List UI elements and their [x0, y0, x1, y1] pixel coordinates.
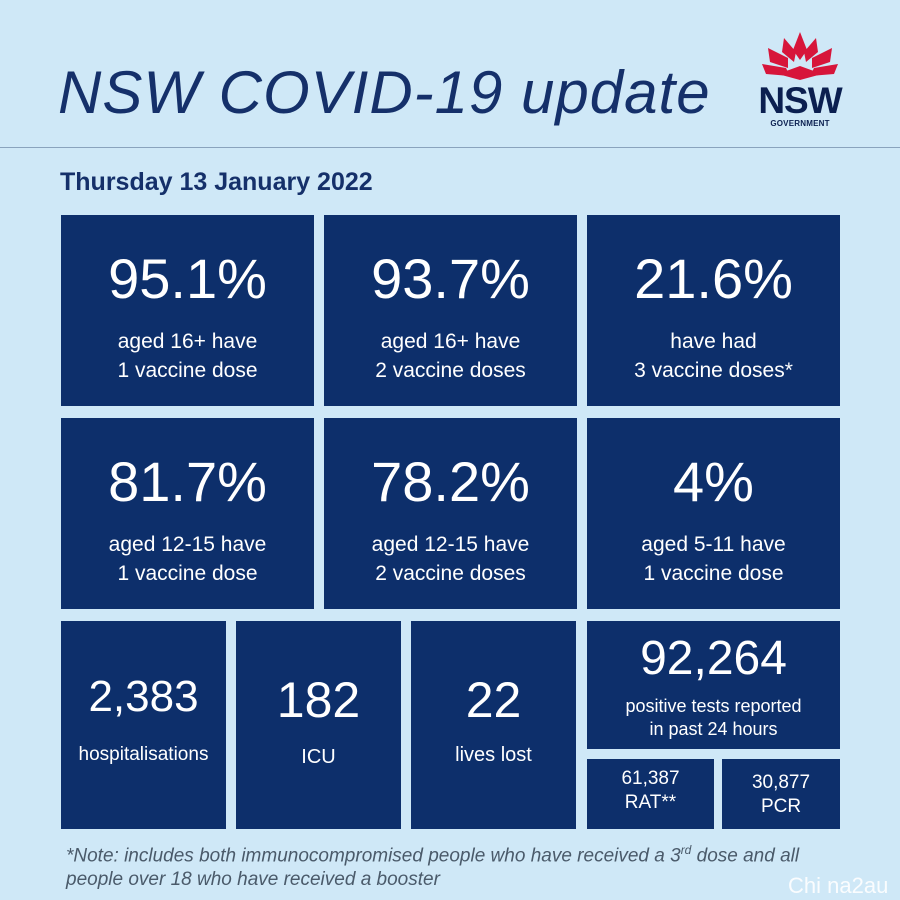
- stat-value: 4%: [673, 450, 754, 513]
- pcr-tests-tile: 30,877 PCR: [722, 759, 840, 829]
- stat-description: aged 5-11 have 1 vaccine dose: [641, 533, 786, 585]
- stat-description: aged 12-15 have 1 vaccine dose: [108, 533, 267, 585]
- stat-description: 61,387 RAT**: [621, 768, 680, 813]
- header-divider: [0, 147, 900, 148]
- vaccine-tile-16-dose1: 95.1% aged 16+ have 1 vaccine dose: [61, 215, 314, 406]
- stat-value: 2,383: [88, 672, 199, 721]
- stat-description: positive tests reported in past 24 hours: [625, 696, 802, 739]
- stat-label: ICU: [301, 746, 336, 768]
- vaccine-tile-12-15-dose1: 81.7% aged 12-15 have 1 vaccine dose: [61, 418, 314, 609]
- stat-value: 81.7%: [108, 450, 267, 513]
- stat-description: have had 3 vaccine doses*: [634, 330, 793, 382]
- nsw-government-logo: NSW GOVERNMENT: [758, 30, 848, 128]
- stat-value: 182: [276, 672, 361, 728]
- stat-value: 21.6%: [634, 247, 793, 310]
- footnote: *Note: includes both immunocompromised p…: [66, 843, 800, 891]
- stat-value: 78.2%: [371, 450, 530, 513]
- positive-tests-tile: 92,264 positive tests reported in past 2…: [587, 621, 840, 749]
- vaccine-tile-5-11-dose1: 4% aged 5-11 have 1 vaccine dose: [587, 418, 840, 609]
- stat-value: 93.7%: [371, 247, 530, 310]
- stat-value: 22: [465, 672, 522, 728]
- hospitalisations-tile: 2,383 hospitalisations: [61, 621, 226, 829]
- page-title: NSW COVID-19 update: [58, 59, 711, 126]
- report-date: Thursday 13 January 2022: [60, 168, 373, 196]
- stat-description: aged 16+ have 2 vaccine doses: [375, 330, 526, 382]
- logo-wordmark: NSW: [758, 80, 842, 121]
- vaccine-tile-12-15-dose2: 78.2% aged 12-15 have 2 vaccine doses: [324, 418, 577, 609]
- stat-value: 92,264: [640, 632, 787, 685]
- stat-label: hospitalisations: [78, 744, 209, 765]
- vaccine-tile-16-dose2: 93.7% aged 16+ have 2 vaccine doses: [324, 215, 577, 406]
- logo-subtitle: GOVERNMENT: [770, 119, 830, 128]
- stat-value: 95.1%: [108, 247, 267, 310]
- lives-lost-tile: 22 lives lost: [411, 621, 576, 829]
- watermark: Chi na2au: [788, 873, 889, 898]
- rat-tests-tile: 61,387 RAT**: [587, 759, 714, 829]
- stat-label: lives lost: [455, 744, 532, 766]
- vaccine-tile-dose3: 21.6% have had 3 vaccine doses*: [587, 215, 840, 406]
- waratah-flower-icon: [762, 32, 838, 80]
- icu-tile: 182 ICU: [236, 621, 401, 829]
- stat-description: 30,877 PCR: [751, 772, 811, 817]
- stat-description: aged 16+ have 1 vaccine dose: [117, 330, 258, 382]
- stat-description: aged 12-15 have 2 vaccine doses: [371, 533, 530, 585]
